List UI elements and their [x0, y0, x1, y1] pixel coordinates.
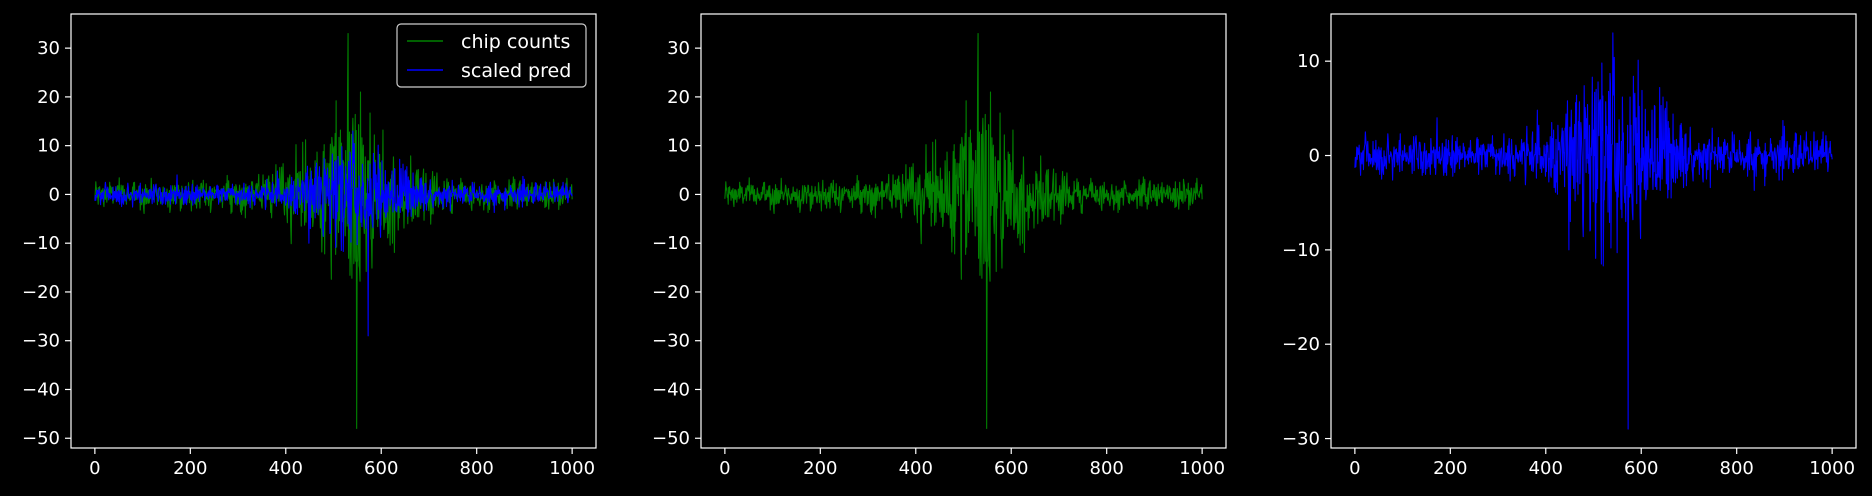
axes-frame-1	[70, 13, 597, 449]
plot-area-3	[1354, 32, 1833, 430]
y-tick-label: −30	[22, 331, 60, 352]
y-tick-label: 0	[49, 184, 60, 205]
y-axis-3: −30 −20 −10 0 10	[1282, 51, 1331, 450]
x-tick-label: 0	[719, 458, 730, 479]
x-tick-label: 400	[899, 458, 933, 479]
y-tick-label: −50	[22, 428, 60, 449]
y-tick-label: −40	[22, 379, 60, 400]
y-tick-label: 0	[1309, 146, 1320, 167]
x-tick-label: 1000	[1809, 458, 1855, 479]
x-tick-label: 800	[1720, 458, 1754, 479]
chart-panel-1: 0 200 400 600 800 1000 −50 −40 −30 −20 −10 0 10 20 30…	[22, 13, 597, 479]
x-tick-label: 0	[1349, 458, 1360, 479]
x-tick-label: 1000	[1179, 458, 1225, 479]
series-line-chip-counts	[94, 32, 573, 430]
legend: chip counts scaled pred	[396, 23, 587, 88]
series-line-scaled-pred	[94, 130, 573, 337]
x-tick-label: 600	[364, 458, 398, 479]
plot-area-1	[94, 32, 573, 430]
y-tick-label: 10	[37, 136, 60, 157]
x-axis-2: 0 200 400 600 800 1000	[719, 448, 1225, 479]
x-tick-label: 1000	[549, 458, 595, 479]
y-tick-label: −20	[652, 282, 690, 303]
x-tick-label: 800	[460, 458, 494, 479]
y-axis-1: −50 −40 −30 −20 −10 0 10 20 30	[22, 38, 71, 449]
x-tick-label: 400	[1529, 458, 1563, 479]
y-tick-label: −20	[22, 282, 60, 303]
series-line-scaled-pred	[1354, 32, 1833, 430]
x-axis-3: 0 200 400 600 800 1000	[1349, 448, 1855, 479]
y-tick-label: −50	[652, 428, 690, 449]
x-tick-label: 200	[173, 458, 207, 479]
series-line-chip-counts	[724, 32, 1203, 430]
y-tick-label: −20	[1282, 334, 1320, 355]
chart-panel-3: 0 200 400 600 800 1000 −30 −20 −10 0 10	[1282, 13, 1857, 479]
legend-box	[396, 23, 587, 88]
y-tick-label: −30	[1282, 429, 1320, 450]
x-tick-label: 200	[803, 458, 837, 479]
y-tick-label: 30	[37, 38, 60, 59]
axes-frame-3	[1330, 13, 1857, 449]
x-tick-label: 800	[1090, 458, 1124, 479]
y-tick-label: 20	[37, 87, 60, 108]
x-tick-label: 400	[269, 458, 303, 479]
y-axis-2: −50 −40 −30 −20 −10 0 10 20 30	[652, 38, 701, 449]
x-axis-1: 0 200 400 600 800 1000	[89, 448, 595, 479]
x-tick-label: 600	[994, 458, 1028, 479]
y-tick-label: 30	[667, 38, 690, 59]
x-tick-label: 600	[1624, 458, 1658, 479]
x-tick-label: 200	[1433, 458, 1467, 479]
y-tick-label: −10	[22, 233, 60, 254]
plot-area-2	[724, 32, 1203, 430]
y-tick-label: 20	[667, 87, 690, 108]
y-tick-label: −30	[652, 331, 690, 352]
x-tick-label: 0	[89, 458, 100, 479]
axes-frame-2	[700, 13, 1227, 449]
y-tick-label: 0	[679, 184, 690, 205]
chart-panel-2: 0 200 400 600 800 1000 −50 −40 −30 −20 −10 0 10 20 30	[652, 13, 1227, 479]
y-tick-label: −10	[1282, 240, 1320, 261]
legend-label-scaled-pred: scaled pred	[461, 60, 571, 82]
y-tick-label: −10	[652, 233, 690, 254]
y-tick-label: 10	[667, 136, 690, 157]
y-tick-label: 10	[1297, 51, 1320, 72]
legend-label-chip-counts: chip counts	[461, 31, 570, 53]
y-tick-label: −40	[652, 379, 690, 400]
